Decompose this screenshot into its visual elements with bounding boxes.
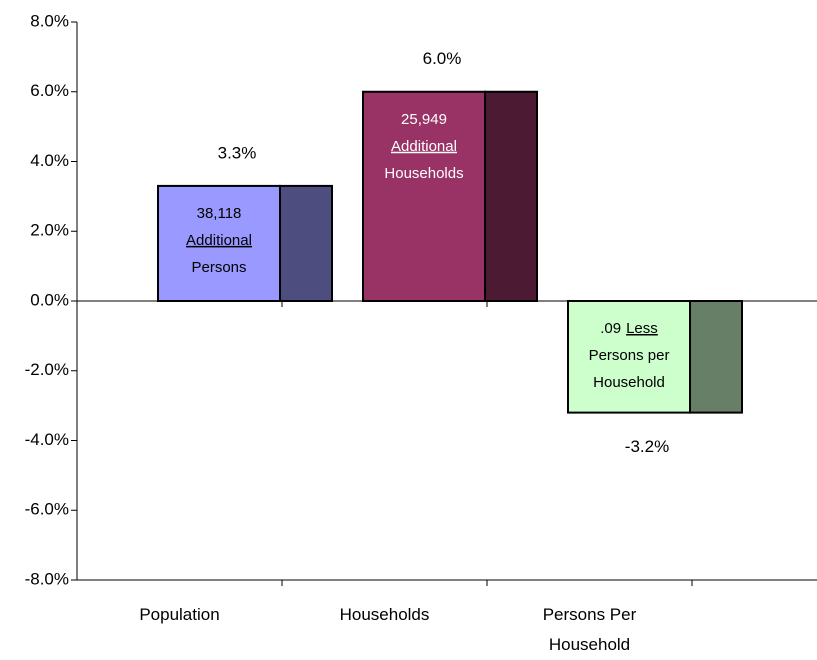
annotation-text: Persons bbox=[191, 259, 246, 276]
y-tick-label: 4.0% bbox=[30, 151, 69, 170]
bar bbox=[157, 184, 281, 303]
annotation-text: Additional bbox=[186, 232, 252, 249]
annotation-text: Households bbox=[384, 165, 463, 182]
bar-annotation: Additional bbox=[391, 138, 457, 155]
annotation-text: 25,949 bbox=[401, 111, 447, 128]
y-tick-label: 6.0% bbox=[30, 81, 69, 100]
y-tick-label: -2.0% bbox=[25, 360, 69, 379]
y-tick-label: 8.0% bbox=[30, 11, 69, 30]
bar-annotation: Households bbox=[384, 165, 463, 182]
bar-annotation: Persons per bbox=[589, 347, 670, 364]
bar-annotation: .09 Less bbox=[600, 320, 658, 337]
bar bbox=[362, 90, 486, 302]
bar-side bbox=[484, 90, 538, 302]
y-tick-label: 0.0% bbox=[30, 290, 69, 309]
annotation-text: .09 bbox=[600, 320, 621, 337]
bar bbox=[567, 300, 691, 414]
bar-annotation: Additional bbox=[186, 232, 252, 249]
annotation-text: Additional bbox=[391, 138, 457, 155]
y-tick-label: -8.0% bbox=[25, 569, 69, 588]
bar-annotation: Persons bbox=[191, 259, 246, 276]
y-tick-label: -6.0% bbox=[25, 500, 69, 519]
bar-annotation: 25,949 bbox=[401, 111, 447, 128]
x-tick-label: Persons Per Household bbox=[542, 605, 637, 654]
x-tick-label: Households bbox=[339, 605, 430, 624]
bar-annotation: Household bbox=[593, 374, 665, 391]
annotation-text: 38,118 bbox=[197, 205, 242, 222]
bar-annotation: 38,118 bbox=[197, 205, 242, 222]
x-tick-label: Population bbox=[139, 605, 220, 624]
annotation-text: Household bbox=[593, 374, 665, 391]
y-tick-label: -4.0% bbox=[25, 430, 69, 449]
bar-side bbox=[689, 300, 743, 414]
value-label: 6.0% bbox=[423, 49, 462, 68]
y-tick-label: 2.0% bbox=[30, 221, 69, 240]
value-label: -3.2% bbox=[625, 437, 669, 456]
annotation-text: Persons per bbox=[589, 347, 670, 364]
annotation-text: Less bbox=[626, 320, 658, 337]
bar-side bbox=[279, 184, 333, 303]
value-label: 3.3% bbox=[218, 143, 257, 162]
